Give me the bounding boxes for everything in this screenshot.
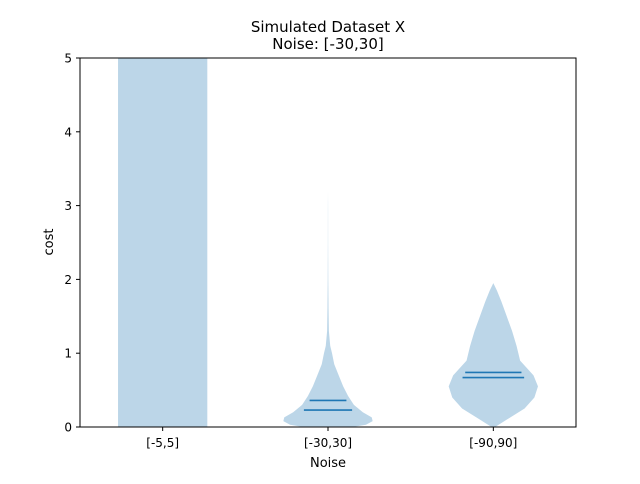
x-tick-label: [-90,90]: [469, 436, 517, 450]
chart-title: Simulated Dataset X: [251, 18, 405, 36]
violin-group: [118, 58, 538, 427]
plot-frame: [79, 57, 577, 428]
y-tick-label: 4: [64, 125, 72, 139]
x-tick-label: [-30,30]: [304, 436, 352, 450]
x-axis-label: Noise: [310, 456, 346, 471]
y-axis-label: cost: [42, 229, 57, 256]
x-tick-label: [-5,5]: [146, 436, 179, 450]
chart-subtitle: Noise: [-30,30]: [272, 35, 384, 53]
y-tick-label: 1: [64, 347, 72, 361]
y-axis: 0 1 2 3 4 5: [64, 52, 80, 435]
y-tick-label: 2: [64, 273, 72, 287]
violin-body: [283, 190, 373, 427]
violin-body: [448, 283, 538, 427]
y-tick-label: 5: [64, 52, 72, 66]
y-tick-label: 3: [64, 199, 72, 213]
violin-body: [118, 58, 208, 427]
x-axis: [-5,5] [-30,30] [-90,90]: [146, 427, 517, 450]
y-tick-label: 0: [64, 421, 72, 435]
